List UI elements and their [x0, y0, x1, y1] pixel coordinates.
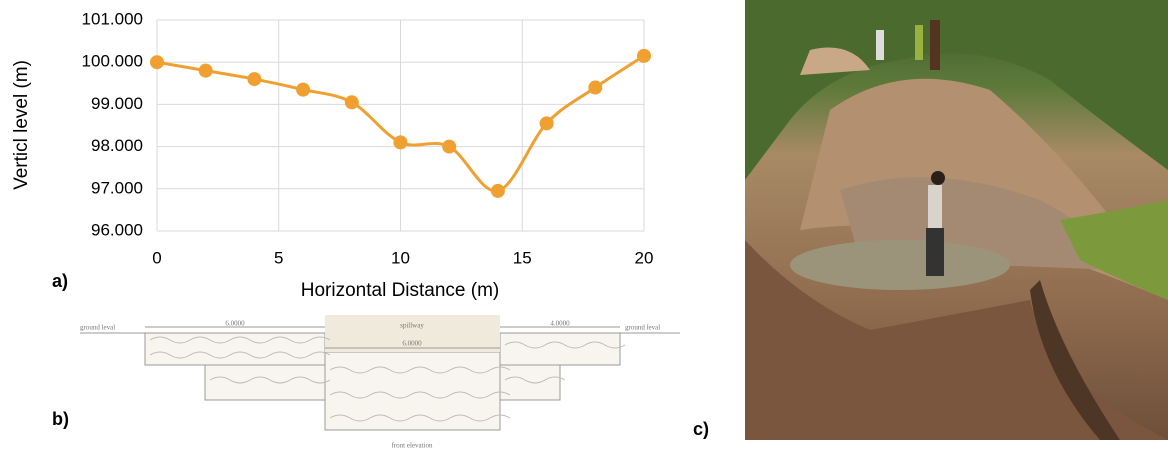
marker	[247, 72, 261, 86]
figure: ground leval ground leval 6.0000 spillwa…	[0, 0, 1168, 450]
x-tick-label: 10	[391, 248, 410, 267]
marker	[150, 55, 164, 69]
y-tick-label: 99.000	[91, 94, 143, 113]
diagram-label: ground leval	[625, 324, 660, 332]
marker	[199, 64, 213, 78]
x-tick-label: 5	[274, 248, 283, 267]
diagram-caption: front elevation	[391, 442, 433, 450]
marker	[394, 135, 408, 149]
diagram-label: 4.0000	[550, 320, 570, 328]
y-tick-label: 98.000	[91, 136, 143, 155]
y-tick-label: 97.000	[91, 178, 143, 197]
x-tick-label: 0	[152, 248, 161, 267]
panel-label: b)	[52, 409, 69, 429]
diagram-label: 6.0000	[402, 340, 422, 348]
diagram-label: 6.0000	[225, 320, 245, 328]
marker	[637, 49, 651, 63]
marker	[345, 95, 359, 109]
gabion	[205, 365, 325, 400]
marker	[588, 81, 602, 95]
photo	[745, 0, 1168, 440]
diagram	[80, 315, 680, 430]
x-axis-title: Horizontal Distance (m)	[301, 280, 500, 301]
diagram-label: spillway	[400, 322, 424, 330]
marker	[540, 116, 554, 130]
marker	[491, 184, 505, 198]
y-axis-title: Verticl level (m)	[11, 60, 32, 190]
diagram-label: ground leval	[80, 324, 115, 332]
marker	[442, 140, 456, 154]
marker	[296, 83, 310, 97]
y-tick-label: 96.000	[91, 220, 143, 239]
y-tick-label: 100.000	[82, 52, 143, 71]
x-tick-label: 20	[635, 248, 654, 267]
panel-label: a)	[52, 271, 68, 291]
gabion	[500, 333, 620, 365]
page: ground leval ground leval 6.0000 spillwa…	[0, 0, 1168, 450]
y-tick-label: 101.000	[82, 9, 143, 28]
x-tick-label: 15	[513, 248, 532, 267]
panel-label: c)	[693, 419, 709, 439]
